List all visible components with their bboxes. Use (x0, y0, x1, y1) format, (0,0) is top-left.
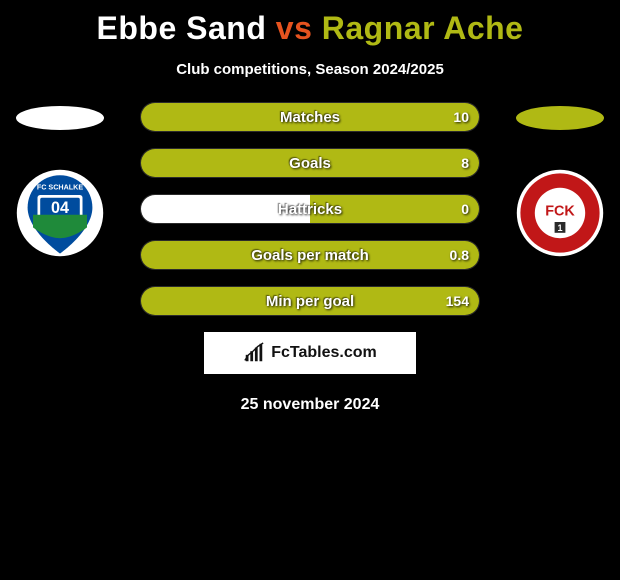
stat-value-right: 8 (461, 149, 469, 177)
stat-bar-row: Goals per match0.8 (140, 240, 480, 270)
stat-bars-container: Matches10 Goals8 Hattricks0 Goals per match… (140, 102, 480, 316)
stat-value-right: 154 (446, 287, 469, 315)
stat-bar-row: Matches10 (140, 102, 480, 132)
svg-text:1: 1 (557, 223, 562, 233)
player2-name: Ragnar Ache (322, 10, 524, 46)
stat-label: Matches (141, 103, 479, 131)
brand-text: FcTables.com (271, 344, 377, 362)
stat-value-right: 10 (453, 103, 469, 131)
player2-side: FCK 1 (510, 102, 610, 258)
player2-club-badge: FCK 1 (515, 168, 605, 258)
player1-club-badge: 04 FC SCHALKE (15, 168, 105, 258)
vs-text: vs (276, 10, 313, 46)
stat-bar-row: Hattricks0 (140, 194, 480, 224)
player1-side: 04 FC SCHALKE (10, 102, 110, 258)
stat-bar-row: Min per goal154 (140, 286, 480, 316)
player2-photo-placeholder (516, 106, 604, 130)
stat-label: Hattricks (141, 195, 479, 223)
chart-icon (243, 342, 265, 364)
svg-text:04: 04 (51, 199, 69, 217)
player1-photo-placeholder (16, 106, 104, 130)
svg-text:FC SCHALKE: FC SCHALKE (37, 183, 84, 192)
svg-text:FCK: FCK (545, 204, 575, 220)
stat-label: Min per goal (141, 287, 479, 315)
player1-name: Ebbe Sand (97, 10, 267, 46)
brand-box: FcTables.com (204, 332, 416, 374)
stat-label: Goals per match (141, 241, 479, 269)
stat-bar-row: Goals8 (140, 148, 480, 178)
stat-label: Goals (141, 149, 479, 177)
subtitle: Club competitions, Season 2024/2025 (0, 61, 620, 78)
date-line: 25 november 2024 (0, 396, 620, 414)
comparison-stage: 04 FC SCHALKE FCK 1 Matches10Goals8Hattr… (0, 102, 620, 316)
comparison-title: Ebbe Sand vs Ragnar Ache (0, 0, 620, 47)
stat-value-right: 0 (461, 195, 469, 223)
stat-value-right: 0.8 (450, 241, 469, 269)
